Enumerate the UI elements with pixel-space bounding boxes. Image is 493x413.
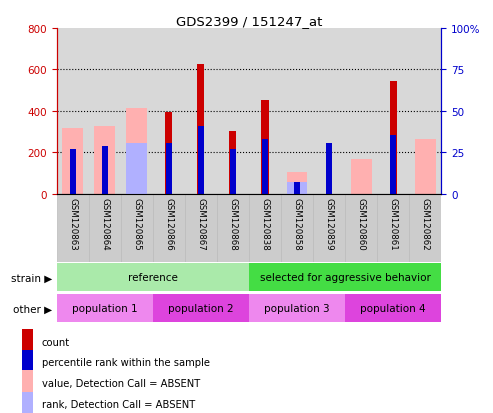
Bar	[89, 194, 121, 262]
Bar	[389, 81, 397, 194]
Bar	[262, 140, 268, 194]
Bar	[351, 160, 372, 194]
Bar	[345, 295, 441, 323]
Bar	[294, 183, 300, 194]
Bar	[326, 143, 332, 194]
Text: GSM120838: GSM120838	[260, 197, 270, 250]
Bar	[286, 173, 308, 194]
Bar	[390, 135, 396, 194]
Bar	[94, 127, 115, 194]
Bar	[217, 194, 249, 262]
Bar	[57, 264, 249, 292]
Bar	[261, 101, 269, 194]
Bar	[345, 194, 377, 262]
Bar	[22, 392, 33, 413]
Text: population 1: population 1	[72, 304, 138, 314]
Bar	[281, 194, 313, 262]
Text: GSM120863: GSM120863	[68, 197, 77, 250]
Text: reference: reference	[128, 273, 178, 283]
Text: population 4: population 4	[360, 304, 426, 314]
Text: GSM120860: GSM120860	[356, 197, 366, 250]
Text: GSM120864: GSM120864	[100, 197, 109, 250]
Bar	[126, 143, 147, 194]
Bar	[62, 129, 83, 194]
Text: GSM120861: GSM120861	[388, 197, 398, 250]
Text: population 2: population 2	[168, 304, 234, 314]
Title: GDS2399 / 151247_at: GDS2399 / 151247_at	[176, 15, 322, 28]
Bar	[230, 150, 236, 194]
Text: GSM120858: GSM120858	[292, 197, 302, 250]
Bar	[377, 194, 409, 262]
Text: GSM120866: GSM120866	[164, 197, 174, 250]
Bar	[153, 295, 249, 323]
Text: rank, Detection Call = ABSENT: rank, Detection Call = ABSENT	[41, 399, 195, 409]
Text: other ▶: other ▶	[13, 304, 52, 314]
Bar	[229, 132, 237, 194]
Bar	[249, 295, 345, 323]
Bar	[198, 127, 204, 194]
Bar	[57, 295, 153, 323]
Bar	[126, 108, 147, 194]
Bar	[22, 330, 33, 354]
Text: GSM120865: GSM120865	[132, 197, 141, 250]
Bar	[249, 264, 441, 292]
Bar	[197, 65, 205, 194]
Bar	[121, 194, 153, 262]
Bar	[185, 194, 217, 262]
Text: value, Detection Call = ABSENT: value, Detection Call = ABSENT	[41, 378, 200, 388]
Text: GSM120867: GSM120867	[196, 197, 206, 250]
Bar	[153, 194, 185, 262]
Text: GSM120868: GSM120868	[228, 197, 238, 250]
Bar	[313, 194, 345, 262]
Text: population 3: population 3	[264, 304, 330, 314]
Text: GSM120862: GSM120862	[421, 197, 430, 250]
Bar	[70, 150, 75, 194]
Text: count: count	[41, 337, 70, 347]
Bar	[415, 140, 436, 194]
Text: GSM120859: GSM120859	[324, 197, 334, 250]
Bar	[102, 147, 107, 194]
Bar	[22, 370, 33, 395]
Bar	[57, 194, 89, 262]
Bar	[166, 143, 172, 194]
Bar	[286, 183, 308, 194]
Text: selected for aggressive behavior: selected for aggressive behavior	[260, 273, 430, 283]
Bar	[249, 194, 281, 262]
Bar	[22, 350, 33, 375]
Text: percentile rank within the sample: percentile rank within the sample	[41, 357, 210, 368]
Bar	[409, 194, 441, 262]
Bar	[165, 112, 173, 194]
Text: strain ▶: strain ▶	[10, 273, 52, 283]
